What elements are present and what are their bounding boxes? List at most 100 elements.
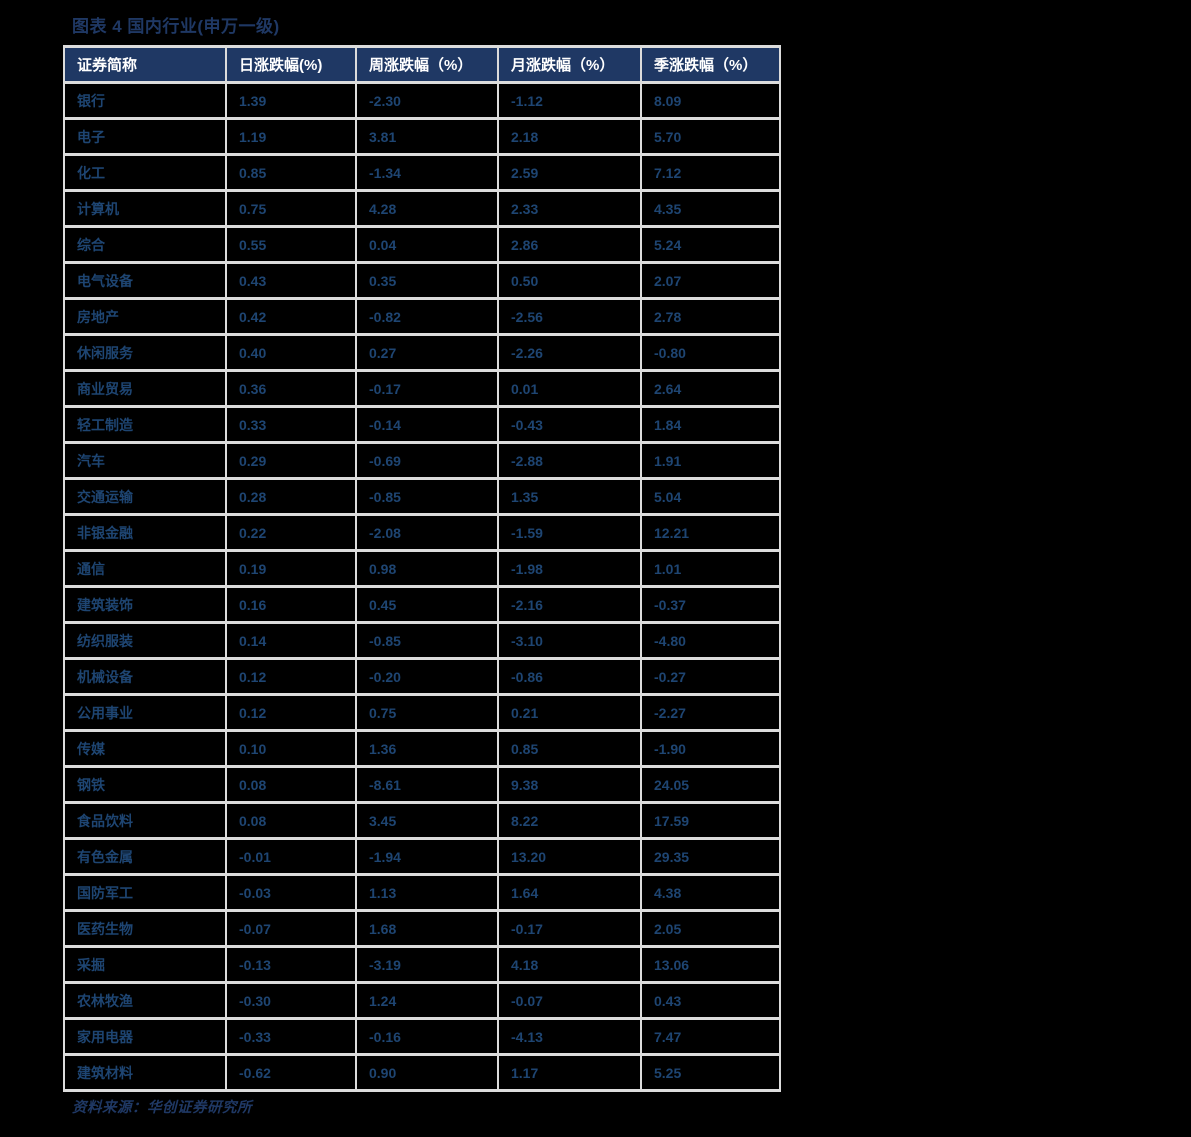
change-value-cell: 0.85	[227, 156, 355, 189]
change-value-cell: -0.01	[227, 840, 355, 873]
change-value-cell: -0.20	[357, 660, 497, 693]
table-row: 商业贸易 0.36 -0.17 0.01 2.64	[65, 372, 779, 405]
industry-change-table: 证券简称 日涨跌幅(%) 周涨跌幅（%） 月涨跌幅（%） 季涨跌幅（%） 银行 1.39-…	[63, 45, 781, 1092]
change-value-cell: 0.42	[227, 300, 355, 333]
change-value-cell: -0.80	[642, 336, 779, 369]
change-value-cell: 0.50	[499, 264, 640, 297]
change-value-cell: -0.17	[357, 372, 497, 405]
column-header-change: 周涨跌幅（%）	[357, 48, 497, 81]
change-value-cell: 1.84	[642, 408, 779, 441]
change-value-cell: 4.35	[642, 192, 779, 225]
change-value-cell: -0.03	[227, 876, 355, 909]
change-value-cell: -3.10	[499, 624, 640, 657]
table-row: 传媒 0.10 1.36 0.85 -1.90	[65, 732, 779, 765]
table-row: 综合 0.55 0.04 2.86 5.24	[65, 228, 779, 261]
table-row: 钢铁 0.08 -8.61 9.38 24.05	[65, 768, 779, 801]
industry-name-cell: 交通运输	[65, 480, 225, 513]
change-value-cell: 7.47	[642, 1020, 779, 1053]
change-value-cell: -1.98	[499, 552, 640, 585]
industry-name-cell: 综合	[65, 228, 225, 261]
change-value-cell: 0.85	[499, 732, 640, 765]
change-value-cell: 13.20	[499, 840, 640, 873]
industry-name-cell: 电子	[65, 120, 225, 153]
industry-name-cell: 建筑装饰	[65, 588, 225, 621]
column-header-change: 季涨跌幅（%）	[642, 48, 779, 81]
change-value-cell: -1.34	[357, 156, 497, 189]
table-row: 医药生物 -0.07 1.68 -0.17 2.05	[65, 912, 779, 945]
change-value-cell: -2.27	[642, 696, 779, 729]
change-value-cell: -2.08	[357, 516, 497, 549]
change-value-cell: 2.18	[499, 120, 640, 153]
change-value-cell: 2.86	[499, 228, 640, 261]
industry-name-cell: 电气设备	[65, 264, 225, 297]
column-header-name: 证券简称	[65, 48, 225, 81]
change-value-cell: -2.26	[499, 336, 640, 369]
change-value-cell: 1.35	[499, 480, 640, 513]
change-value-cell: -1.59	[499, 516, 640, 549]
change-value-cell: -1.12	[499, 84, 640, 117]
change-value-cell: 0.27	[357, 336, 497, 369]
change-value-cell: -0.85	[357, 624, 497, 657]
table-header: 证券简称 日涨跌幅(%) 周涨跌幅（%） 月涨跌幅（%） 季涨跌幅（%）	[65, 48, 779, 81]
change-value-cell: 0.28	[227, 480, 355, 513]
change-value-cell: 0.14	[227, 624, 355, 657]
change-value-cell: 2.64	[642, 372, 779, 405]
industry-name-cell: 商业贸易	[65, 372, 225, 405]
change-value-cell: 2.59	[499, 156, 640, 189]
change-value-cell: -0.69	[357, 444, 497, 477]
change-value-cell: 0.55	[227, 228, 355, 261]
table-row: 房地产 0.42 -0.82 -2.56 2.78	[65, 300, 779, 333]
header-row: 证券简称 日涨跌幅(%) 周涨跌幅（%） 月涨跌幅（%） 季涨跌幅（%）	[65, 48, 779, 81]
change-value-cell: 9.38	[499, 768, 640, 801]
change-value-cell: 3.45	[357, 804, 497, 837]
change-value-cell: 0.75	[357, 696, 497, 729]
change-value-cell: 8.09	[642, 84, 779, 117]
change-value-cell: -0.07	[499, 984, 640, 1017]
change-value-cell: 1.19	[227, 120, 355, 153]
change-value-cell: -2.30	[357, 84, 497, 117]
change-value-cell: 17.59	[642, 804, 779, 837]
change-value-cell: 5.25	[642, 1056, 779, 1089]
change-value-cell: -1.90	[642, 732, 779, 765]
change-value-cell: 0.12	[227, 660, 355, 693]
industry-name-cell: 农林牧渔	[65, 984, 225, 1017]
change-value-cell: 2.07	[642, 264, 779, 297]
industry-name-cell: 钢铁	[65, 768, 225, 801]
table-row: 轻工制造 0.33 -0.14 -0.43 1.84	[65, 408, 779, 441]
column-header-change: 日涨跌幅(%)	[227, 48, 355, 81]
change-value-cell: 1.01	[642, 552, 779, 585]
change-value-cell: 24.05	[642, 768, 779, 801]
industry-name-cell: 传媒	[65, 732, 225, 765]
change-value-cell: -0.43	[499, 408, 640, 441]
change-value-cell: 1.36	[357, 732, 497, 765]
change-value-cell: 0.36	[227, 372, 355, 405]
table-body: 银行 1.39 -2.30 -1.12 8.09 电子 1.19 3.81 2.18 5.70 化工…	[65, 84, 779, 1089]
industry-name-cell: 银行	[65, 84, 225, 117]
change-value-cell: 8.22	[499, 804, 640, 837]
change-value-cell: 0.43	[642, 984, 779, 1017]
change-value-cell: 2.05	[642, 912, 779, 945]
change-value-cell: 0.43	[227, 264, 355, 297]
industry-name-cell: 轻工制造	[65, 408, 225, 441]
industry-name-cell: 有色金属	[65, 840, 225, 873]
table-row: 汽车 0.29 -0.69 -2.88 1.91	[65, 444, 779, 477]
table-row: 建筑装饰 0.16 0.45 -2.16 -0.37	[65, 588, 779, 621]
change-value-cell: 4.28	[357, 192, 497, 225]
change-value-cell: 0.98	[357, 552, 497, 585]
change-value-cell: 4.18	[499, 948, 640, 981]
change-value-cell: 0.19	[227, 552, 355, 585]
table-row: 采掘 -0.13 -3.19 4.18 13.06	[65, 948, 779, 981]
change-value-cell: -0.13	[227, 948, 355, 981]
change-value-cell: 7.12	[642, 156, 779, 189]
change-value-cell: 1.39	[227, 84, 355, 117]
table-row: 公用事业 0.12 0.75 0.21 -2.27	[65, 696, 779, 729]
table-row: 有色金属 -0.01 -1.94 13.20 29.35	[65, 840, 779, 873]
change-value-cell: -0.82	[357, 300, 497, 333]
table-row: 家用电器 -0.33 -0.16 -4.13 7.47	[65, 1020, 779, 1053]
table-row: 通信 0.19 0.98 -1.98 1.01	[65, 552, 779, 585]
industry-name-cell: 公用事业	[65, 696, 225, 729]
industry-name-cell: 食品饮料	[65, 804, 225, 837]
industry-name-cell: 采掘	[65, 948, 225, 981]
change-value-cell: -2.16	[499, 588, 640, 621]
change-value-cell: -2.56	[499, 300, 640, 333]
